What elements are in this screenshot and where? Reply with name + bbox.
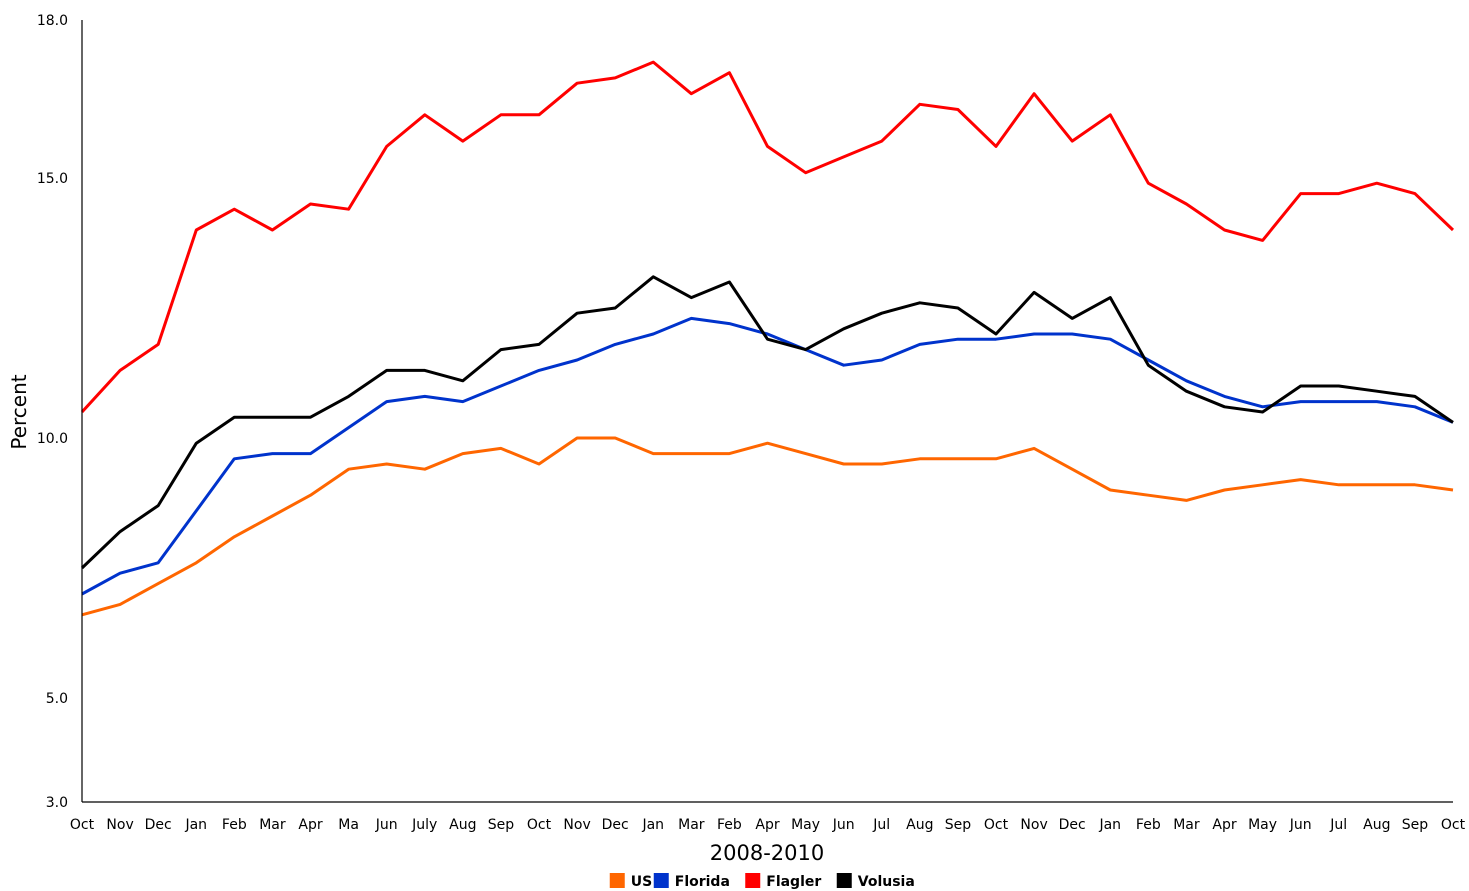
x-tick-label: Mar [1173, 817, 1200, 833]
x-tick-label: Sep [945, 817, 972, 833]
legend-label-flagler: Flagler [766, 874, 821, 890]
x-tick-label: Oct [70, 817, 95, 833]
x-tick-label: Jul [872, 817, 890, 833]
x-tick-label: Feb [1136, 817, 1161, 833]
series-line-us [81, 436, 1454, 617]
x-tick-label: Jan [641, 817, 664, 833]
x-tick-label: Dec [1059, 817, 1086, 833]
legend-swatch-flagler [745, 873, 761, 888]
x-tick-label: Jun [375, 817, 398, 833]
x-tick-label: Apr [298, 817, 322, 833]
series-lines [80, 60, 1455, 617]
legend-label-florida: Florida [675, 874, 730, 890]
legend: US Florida Flagler Volusia [609, 873, 915, 890]
x-tick-label: Apr [755, 817, 779, 833]
x-tick-label: Mar [678, 817, 705, 833]
y-tick-label: 15.0 [37, 171, 68, 187]
x-tick-label: Sep [1402, 817, 1429, 833]
x-tick-label: Oct [1441, 817, 1466, 833]
y-tick-label: 10.0 [37, 431, 68, 447]
x-tick-label: May [1248, 817, 1277, 833]
x-tick-label: Aug [906, 817, 933, 833]
legend-swatch-volusia [836, 873, 852, 888]
y-tick-label: 3.0 [46, 795, 68, 811]
y-tick-label: 5.0 [46, 691, 68, 707]
x-tick-label: Nov [563, 817, 590, 833]
legend-label-volusia: Volusia [858, 874, 915, 890]
x-tick-label: Oct [984, 817, 1009, 833]
x-tick-label: Jul [1329, 817, 1347, 833]
legend-label-us: US [631, 874, 652, 890]
legend-swatch-florida [653, 873, 669, 888]
x-axis-label: 2008-2010 [710, 841, 824, 865]
x-axis-ticks: Oct Nov Dec Jan Feb Mar Apr Ma Jun July Aug Sep Oct N… [70, 817, 1466, 833]
y-tick-label: 18.0 [37, 13, 68, 29]
x-tick-label: Feb [717, 817, 742, 833]
x-tick-label: Feb [222, 817, 247, 833]
x-tick-label: July [411, 817, 437, 833]
x-tick-label: Sep [488, 817, 515, 833]
x-tick-label: Jan [184, 817, 207, 833]
x-tick-label: Mar [259, 817, 286, 833]
series-line-flagler [80, 60, 1455, 414]
x-tick-label: Apr [1212, 817, 1236, 833]
x-tick-label: Nov [106, 817, 133, 833]
legend-swatch-us [609, 873, 625, 888]
x-tick-label: Jun [832, 817, 855, 833]
x-tick-label: Dec [145, 817, 172, 833]
x-tick-label: Ma [338, 817, 359, 833]
series-line-volusia [80, 275, 1454, 570]
y-axis-label: Percent [7, 374, 31, 449]
y-axis-ticks: 18.0 15.0 10.0 5.0 3.0 [37, 13, 68, 811]
x-tick-label: May [791, 817, 820, 833]
series-line-florida [81, 316, 1454, 596]
x-tick-label: Aug [1363, 817, 1390, 833]
x-tick-label: Jan [1098, 817, 1121, 833]
x-tick-label: Aug [449, 817, 476, 833]
x-tick-label: Nov [1020, 817, 1047, 833]
x-tick-label: Dec [602, 817, 629, 833]
x-tick-label: Jun [1289, 817, 1312, 833]
x-tick-label: Oct [527, 817, 552, 833]
